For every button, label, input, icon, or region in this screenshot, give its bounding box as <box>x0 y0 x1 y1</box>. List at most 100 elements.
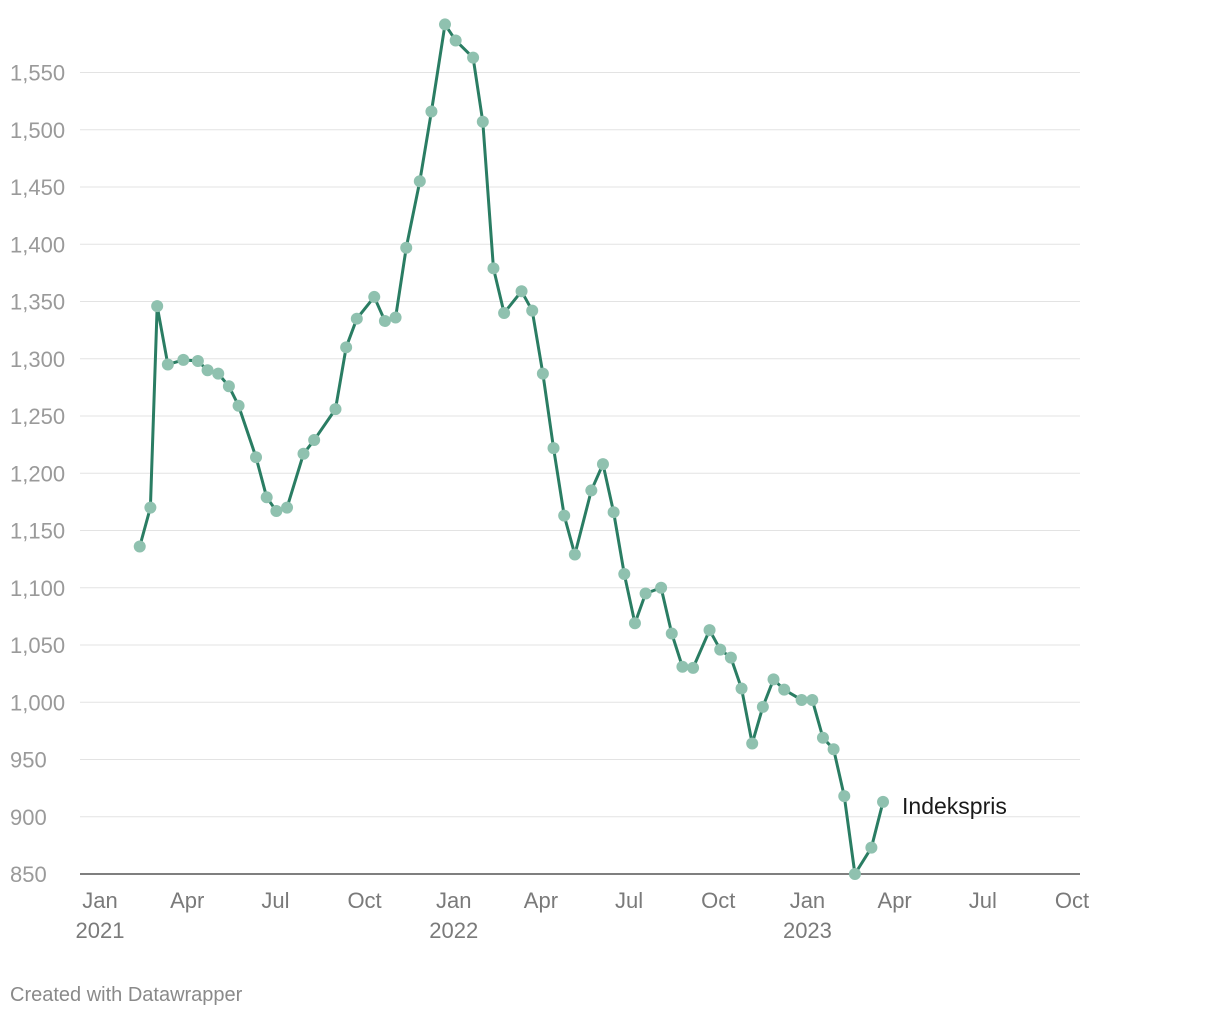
data-point <box>281 501 294 514</box>
data-point <box>389 311 402 324</box>
x-tick-label: Jan <box>436 888 471 913</box>
data-point <box>515 285 528 298</box>
data-point <box>212 367 225 380</box>
x-tick-label: Jul <box>969 888 997 913</box>
x-tick-year-label: 2021 <box>76 918 125 943</box>
series-label-layer: Indekspris <box>902 793 1007 819</box>
data-point <box>250 451 263 464</box>
series-line-layer <box>138 22 885 876</box>
gridlines <box>80 72 1080 875</box>
data-point <box>795 693 808 706</box>
data-point <box>618 568 631 581</box>
data-point <box>596 458 609 471</box>
x-tick-label: Jul <box>615 888 643 913</box>
data-point <box>487 262 500 275</box>
y-tick-label: 1,350 <box>10 290 65 315</box>
data-point <box>735 682 748 695</box>
data-point <box>340 341 353 354</box>
data-point <box>368 290 381 303</box>
data-point <box>438 18 451 31</box>
y-tick-label: 1,550 <box>10 61 65 86</box>
data-point <box>467 51 480 64</box>
datawrapper-credit: Created with Datawrapper <box>10 984 243 1006</box>
data-point <box>714 643 727 656</box>
x-axis-labels: Jan 2021 Apr Jul Oct Jan 2022 Apr Jul Oct Jan 2023 A… <box>76 888 1090 943</box>
data-point <box>816 731 829 744</box>
data-point <box>329 403 342 416</box>
data-point <box>827 743 840 756</box>
x-tick-label: Jan <box>82 888 117 913</box>
data-point <box>703 624 716 637</box>
data-point <box>308 434 321 447</box>
data-point <box>476 115 489 128</box>
data-point <box>806 693 819 706</box>
data-point <box>222 380 235 393</box>
data-point <box>558 509 571 522</box>
data-point <box>526 304 539 317</box>
data-point <box>144 501 157 514</box>
data-point <box>585 484 598 497</box>
y-tick-label: 950 <box>10 748 47 773</box>
x-tick-year-label: 2023 <box>783 918 832 943</box>
y-tick-label: 1,500 <box>10 118 65 143</box>
data-point <box>655 581 668 594</box>
data-point <box>547 442 560 455</box>
data-point <box>270 505 283 518</box>
data-point <box>724 651 737 664</box>
y-tick-label: 1,200 <box>10 461 65 486</box>
data-point <box>639 587 652 600</box>
data-point <box>778 683 791 696</box>
data-point-markers <box>133 18 890 880</box>
series-line <box>138 22 885 876</box>
data-point <box>568 548 581 561</box>
data-point <box>877 795 890 808</box>
data-point <box>201 364 214 377</box>
data-point <box>607 506 620 519</box>
data-point <box>665 627 678 640</box>
y-tick-label: 1,300 <box>10 347 65 372</box>
y-tick-label: 900 <box>10 805 47 830</box>
data-point <box>848 868 861 880</box>
x-tick-label: Apr <box>878 888 912 913</box>
x-tick-label: Jul <box>261 888 289 913</box>
x-tick-year-label: 2022 <box>429 918 478 943</box>
data-point <box>498 306 511 319</box>
data-point <box>628 617 641 630</box>
data-point <box>260 491 273 504</box>
data-point <box>400 241 413 254</box>
data-point <box>865 841 878 854</box>
y-tick-label: 1,150 <box>10 519 65 544</box>
data-point <box>536 367 549 380</box>
data-point <box>413 175 426 188</box>
data-point <box>676 660 689 673</box>
x-tick-label: Apr <box>524 888 558 913</box>
data-point <box>767 673 780 686</box>
data-point <box>756 700 769 713</box>
data-point <box>151 300 164 313</box>
data-point <box>133 540 146 553</box>
data-point <box>378 314 391 327</box>
data-point <box>297 447 310 460</box>
data-point <box>425 105 438 118</box>
x-tick-label: Apr <box>170 888 204 913</box>
x-tick-label: Oct <box>701 888 735 913</box>
data-point <box>177 353 190 366</box>
data-point <box>838 790 851 803</box>
x-tick-label: Oct <box>1055 888 1089 913</box>
y-tick-label: 1,450 <box>10 175 65 200</box>
data-point <box>232 399 245 412</box>
series-label: Indekspris <box>902 793 1007 819</box>
y-tick-label: 1,400 <box>10 232 65 257</box>
data-point <box>687 661 700 674</box>
data-point <box>161 358 174 371</box>
y-tick-label: 1,100 <box>10 576 65 601</box>
y-tick-label: 1,000 <box>10 690 65 715</box>
data-point <box>746 737 759 750</box>
y-tick-label: 1,250 <box>10 404 65 429</box>
y-tick-label: 1,050 <box>10 633 65 658</box>
x-tick-label: Jan <box>790 888 825 913</box>
y-axis-labels: 850 900 950 1,000 1,050 1,100 1,150 1,200 1,250 1… <box>10 61 65 887</box>
data-point <box>449 34 462 47</box>
x-tick-label: Oct <box>347 888 381 913</box>
